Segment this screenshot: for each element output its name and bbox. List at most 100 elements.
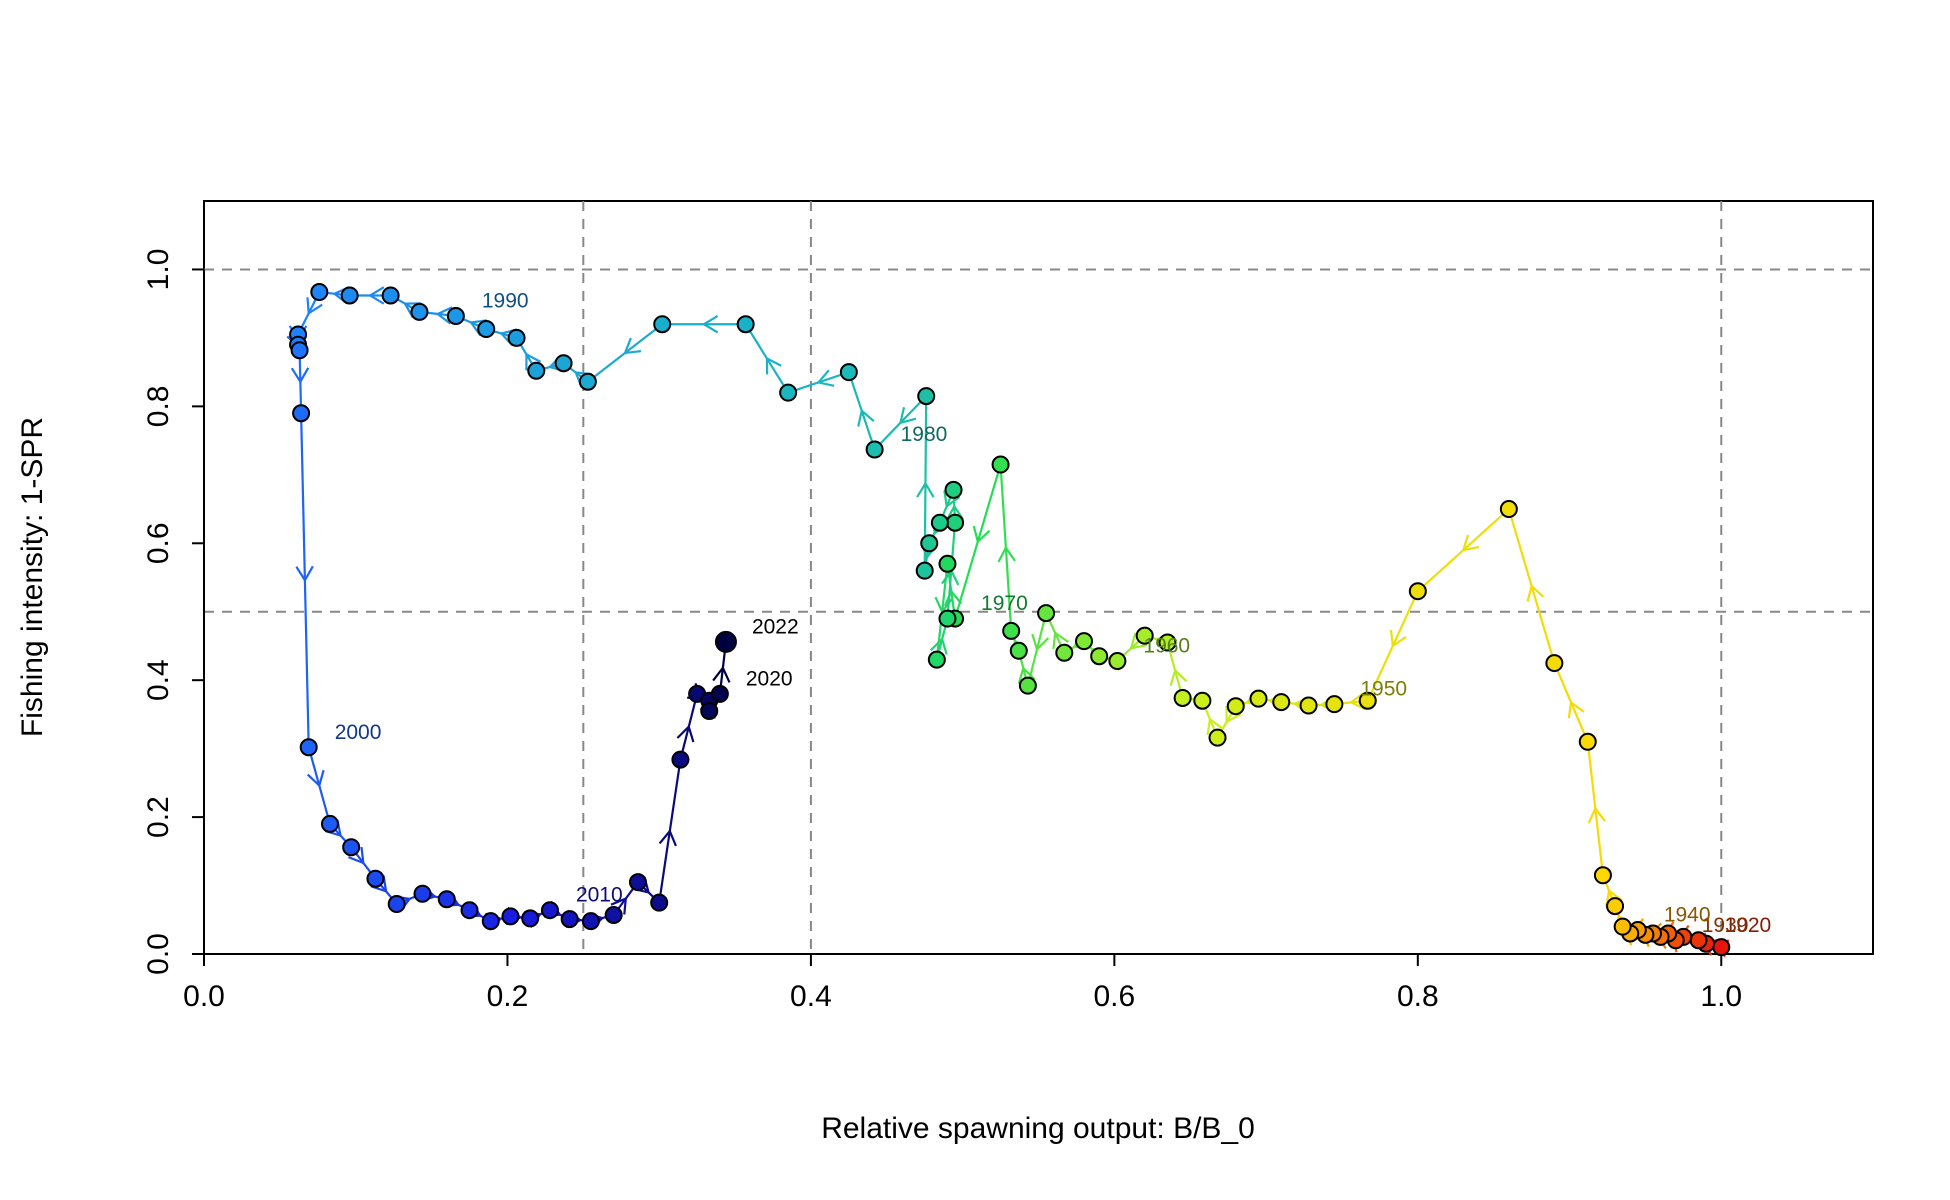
trajectory-arrow (290, 367, 310, 384)
y-tick-label: 1.0 (142, 249, 175, 291)
point (1158, 633, 1177, 652)
year-label: 1950 (1360, 678, 1407, 701)
y-tick-label: 0.4 (142, 659, 175, 701)
point (1613, 917, 1632, 936)
trajectory-arrow (1129, 632, 1147, 650)
y-tick-label: 0.8 (142, 386, 175, 428)
trajectory-arrow (1017, 666, 1036, 684)
y-tick-label: 0.6 (142, 522, 175, 564)
y-tick-label: 0.2 (142, 796, 175, 838)
trajectory-arrow (916, 481, 935, 498)
point (460, 901, 479, 920)
point (554, 354, 573, 373)
trajectory-arrow (1225, 705, 1242, 724)
year-label: 1940 (1664, 904, 1711, 927)
trajectory-arrow (676, 724, 695, 743)
trajectory-arrow (295, 565, 314, 583)
point (320, 814, 339, 833)
x-tick-label: 0.0 (183, 980, 225, 1013)
point (1002, 621, 1021, 640)
point (628, 873, 647, 892)
point (1135, 626, 1154, 645)
point (1009, 641, 1028, 660)
point (1712, 938, 1731, 957)
point (700, 701, 719, 720)
x-axis-label: Relative spawning output: B/B_0 (821, 1112, 1255, 1145)
trajectory-arrow (1461, 534, 1480, 552)
point (714, 630, 737, 653)
trajectory-arrow (972, 525, 991, 544)
year-label: 1980 (901, 423, 948, 446)
point (1173, 688, 1192, 707)
point (507, 328, 526, 347)
point (1226, 697, 1245, 716)
point (710, 684, 729, 703)
point (1408, 582, 1427, 601)
point (1075, 632, 1094, 651)
trajectory-arrow (623, 337, 642, 355)
point (1193, 691, 1212, 710)
point (387, 895, 406, 914)
point (481, 912, 500, 931)
trajectory-arrow (945, 504, 965, 521)
trajectory-arrow (1052, 631, 1070, 649)
point (1325, 695, 1344, 714)
point (671, 750, 690, 769)
trajectory-arrow (929, 637, 948, 655)
trajectory (286, 286, 1730, 958)
point (1272, 693, 1291, 712)
point (938, 554, 957, 573)
y-tick-label: 0.0 (142, 933, 175, 975)
point (527, 361, 546, 380)
point (1545, 654, 1564, 673)
trajectory-arrow (469, 319, 488, 337)
point (560, 910, 579, 929)
point (920, 534, 939, 553)
point (501, 907, 520, 926)
year-label: 2010 (576, 884, 623, 907)
year-label: 2000 (335, 721, 382, 744)
point (650, 893, 669, 912)
point (1090, 647, 1109, 666)
point (578, 372, 597, 391)
y-axis-label: Fishing intensity: 1-SPR (16, 417, 49, 737)
point (446, 307, 465, 326)
point (1593, 866, 1612, 885)
point (437, 890, 456, 909)
year-label: 1920 (1725, 914, 1772, 937)
trajectory-arrow (1389, 629, 1407, 648)
trajectory-arrow (1348, 691, 1367, 711)
point (604, 905, 623, 924)
point (290, 341, 309, 360)
x-tick-label: 0.8 (1397, 980, 1439, 1013)
point (1055, 643, 1074, 662)
trajectory-arrow (701, 315, 719, 334)
trajectory-arrow (857, 408, 875, 427)
year-label: 1930 (1702, 914, 1749, 937)
trajectory-arrow (816, 369, 835, 387)
point (938, 609, 957, 628)
point (1606, 897, 1625, 916)
point (917, 387, 936, 406)
point (342, 838, 361, 857)
point (1578, 732, 1597, 751)
point (477, 320, 496, 339)
point (1249, 689, 1268, 708)
point (930, 513, 949, 532)
trajectory-arrow (1169, 668, 1188, 686)
trajectory-arrow (403, 302, 422, 319)
trajectory-arrow (997, 545, 1016, 563)
trajectory-arrow (368, 286, 385, 305)
x-tick-label: 0.6 (1094, 980, 1136, 1013)
x-tick-label: 0.4 (790, 980, 832, 1013)
point (991, 455, 1010, 474)
point (944, 480, 963, 499)
point (1208, 728, 1227, 747)
trajectory-arrow (765, 356, 782, 375)
point (413, 884, 432, 903)
point (292, 404, 311, 423)
year-label: 2020 (746, 667, 793, 690)
trajectory-arrow (1526, 584, 1545, 602)
point (310, 283, 329, 302)
